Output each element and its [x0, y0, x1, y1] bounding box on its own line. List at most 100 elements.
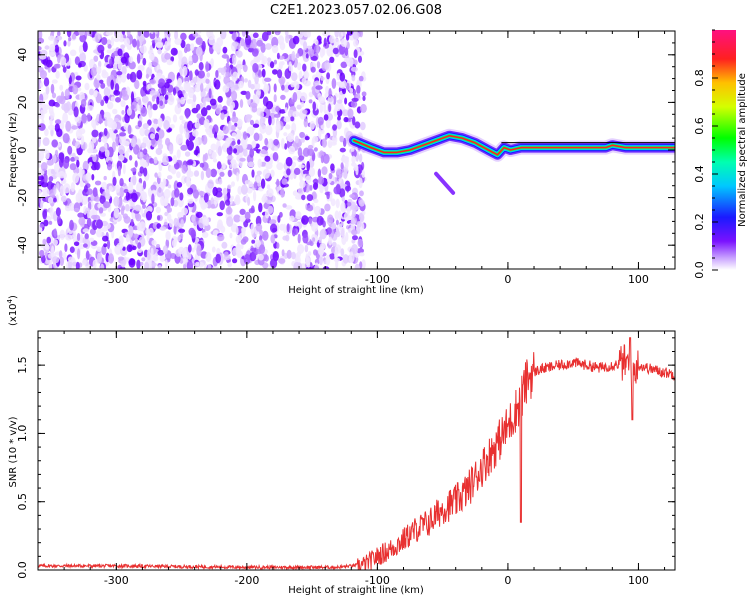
noise-cell: [237, 185, 243, 195]
noise-cell: [191, 53, 199, 64]
noise-cell: [144, 261, 150, 269]
noise-cell: [70, 182, 76, 193]
noise-cell: [173, 224, 177, 235]
noise-cell: [160, 195, 165, 206]
noise-cell: [126, 244, 133, 253]
noise-cell: [81, 135, 85, 146]
noise-cell: [191, 247, 195, 253]
noise-cell: [243, 148, 248, 157]
noise-cell: [291, 228, 296, 237]
noise-cell: [115, 184, 120, 193]
noise-cell: [97, 44, 105, 54]
noise-cell: [222, 46, 228, 54]
noise-cell: [157, 264, 162, 269]
noise-cell: [332, 241, 337, 247]
noise-cell: [73, 106, 79, 118]
noise-cell: [167, 184, 172, 189]
noise-cell: [113, 90, 121, 96]
noise-cell: [54, 44, 59, 53]
noise-cell: [132, 38, 137, 48]
noise-cell: [285, 234, 290, 242]
noise-cell: [132, 245, 137, 251]
noise-cell: [281, 84, 285, 91]
noise-cell: [259, 229, 263, 236]
noise-cell: [104, 149, 110, 158]
noise-cell: [43, 77, 50, 87]
noise-cell: [99, 79, 104, 84]
noise-cell: [120, 100, 126, 108]
noise-cell: [227, 184, 232, 190]
noise-cell: [142, 180, 147, 190]
noise-cell: [297, 62, 302, 71]
noise-cell: [258, 244, 266, 254]
noise-cell: [251, 169, 255, 178]
noise-cell: [217, 131, 225, 141]
noise-cell: [359, 31, 363, 38]
noise-cell: [305, 257, 311, 262]
noise-cell: [68, 259, 72, 269]
noise-cell: [67, 145, 73, 155]
noise-cell: [81, 195, 89, 205]
y-tick-label: 20: [16, 95, 29, 109]
noise-cell: [136, 259, 141, 269]
noise-cell: [69, 219, 74, 231]
noise-cell: [164, 211, 169, 217]
noise-cell: [152, 103, 158, 111]
top-y-axis-label: Frequency (Hz): [8, 112, 19, 188]
noise-cell: [117, 154, 125, 162]
noise-cell: [360, 103, 367, 113]
noise-cell: [137, 242, 142, 249]
noise-cell: [284, 31, 289, 36]
noise-cell: [71, 125, 79, 130]
noise-cell: [42, 209, 47, 220]
noise-cell: [106, 39, 112, 46]
noise-cell: [148, 158, 155, 164]
noise-cell: [38, 137, 41, 148]
noise-cell: [110, 36, 115, 47]
noise-cell: [157, 48, 162, 55]
noise-cell: [156, 96, 160, 105]
noise-cell: [291, 72, 298, 82]
noise-cell: [235, 129, 242, 141]
noise-cell: [167, 207, 172, 213]
noise-cell: [180, 219, 184, 228]
noise-cell: [259, 116, 265, 127]
noise-cell: [349, 251, 353, 256]
noise-cell: [136, 53, 141, 64]
noise-cell: [120, 73, 127, 83]
y-tick-label: 0.5: [16, 493, 29, 511]
noise-cell: [255, 176, 261, 183]
noise-cell: [230, 195, 234, 200]
noise-cell: [207, 179, 214, 189]
noise-cell: [193, 149, 199, 156]
noise-cell: [52, 256, 60, 264]
noise-cell: [94, 180, 102, 186]
noise-cell: [268, 34, 274, 41]
noise-cell: [264, 77, 272, 83]
noise-cell: [274, 146, 278, 151]
noise-cell: [303, 71, 310, 79]
noise-cell: [79, 34, 87, 43]
noise-cell: [53, 228, 57, 238]
noise-cell: [128, 258, 136, 268]
noise-cell: [201, 40, 206, 52]
noise-cell: [85, 250, 90, 261]
noise-cell: [351, 97, 359, 102]
noise-cell: [341, 87, 347, 95]
noise-cell: [302, 109, 308, 115]
noise-cell: [285, 33, 290, 44]
noise-cell: [66, 31, 72, 38]
noise-cell: [73, 241, 80, 247]
noise-cell: [334, 250, 338, 261]
noise-cell: [139, 166, 145, 174]
noise-cell: [274, 31, 280, 34]
noise-cell: [58, 250, 63, 259]
colorbar-tick-label: 0.0: [693, 261, 706, 279]
noise-cell: [164, 259, 168, 269]
noise-cell: [283, 132, 288, 137]
noise-cell: [185, 139, 190, 147]
noise-cell: [245, 218, 251, 223]
noise-cell: [210, 203, 216, 209]
noise-cell: [301, 215, 309, 225]
noise-cell: [187, 198, 194, 204]
